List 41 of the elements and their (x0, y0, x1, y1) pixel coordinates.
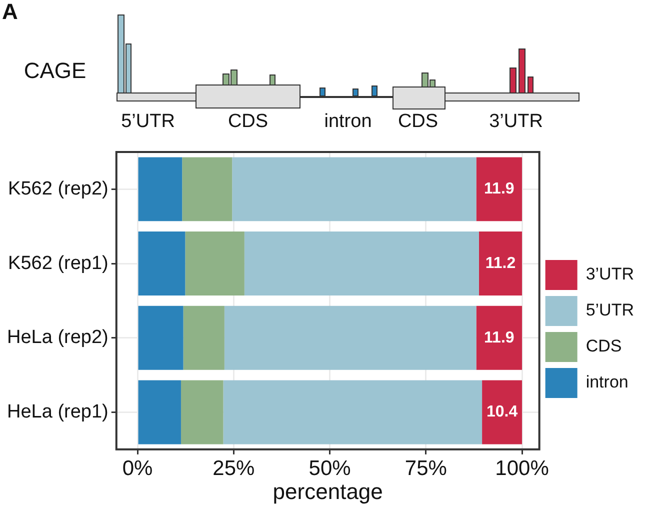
bar (244, 232, 479, 296)
y-tick-label: HeLa (rep2) (6, 327, 108, 348)
bar (224, 306, 476, 370)
legend-label: intron (586, 372, 628, 392)
bar (183, 306, 224, 370)
data-label: 11.9 (484, 329, 514, 346)
bar (482, 380, 522, 444)
x-tick-label: 75% (404, 456, 447, 480)
text: A (2, 0, 18, 25)
legend-label: 3’UTR (586, 264, 634, 284)
data-label: 11.9 (484, 180, 514, 198)
y-tick-label: K562 (rep2) (8, 178, 108, 200)
legend-label: CDS (586, 336, 622, 356)
text: intron (324, 111, 372, 133)
bar (138, 306, 184, 370)
y-tick-label: K562 (rep1) (8, 252, 108, 274)
data-label: 11.2 (485, 254, 516, 272)
bar (182, 157, 232, 222)
text: 5’UTR (121, 111, 175, 133)
legend-label: 5’UTR (586, 300, 634, 320)
text: CDS (398, 111, 438, 133)
x-tick-label: 100% (495, 456, 549, 480)
x-axis-title: percentage (272, 478, 383, 504)
bar (138, 380, 181, 444)
bar (138, 157, 182, 222)
data-label: 10.4 (486, 404, 518, 421)
x-tick-label: 25% (212, 456, 255, 480)
x-tick-label: 50% (308, 456, 351, 480)
y-tick-label: HeLa (rep1) (6, 401, 108, 422)
text: CAGE (24, 58, 86, 84)
bar (476, 157, 522, 222)
text: CDS (228, 111, 268, 133)
bar (138, 232, 186, 296)
bar (180, 380, 224, 444)
bar (223, 380, 482, 444)
bar (185, 232, 244, 296)
bar (478, 232, 522, 296)
bar (232, 157, 476, 222)
bar (476, 306, 522, 370)
text: 3’UTR (489, 111, 543, 133)
x-tick-label: 0% (122, 456, 153, 480)
